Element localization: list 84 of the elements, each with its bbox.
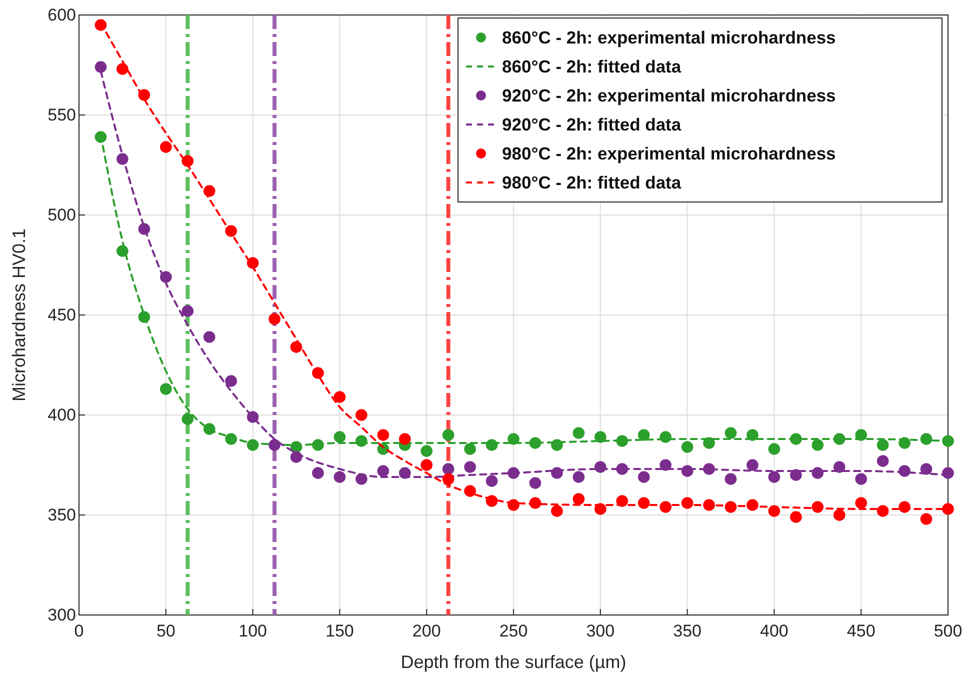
y-tick-label: 300 [48,605,76,624]
y-tick-label: 600 [48,5,76,24]
y-tick-label: 400 [48,405,76,424]
point [94,61,107,73]
point [703,437,715,449]
legend-label: 980°C - 2h: fitted data [502,172,682,192]
point [551,505,563,517]
x-tick-label: 250 [499,622,528,641]
x-tick-label: 0 [74,622,84,641]
point [768,443,780,455]
point [420,445,433,457]
point [876,439,889,451]
x-tick-label: 450 [846,622,876,641]
point [529,477,542,489]
point [268,313,280,325]
x-tick-label: 50 [156,622,176,641]
x-tick-label: 400 [760,622,788,641]
point [855,429,868,441]
point [442,473,454,485]
point [768,471,780,483]
point [334,431,346,443]
x-tick-label: 150 [326,622,354,641]
point [486,475,498,487]
point [116,63,128,75]
legend-label: 920°C - 2h: experimental microhardness [502,86,836,106]
legend-label: 860°C - 2h: experimental microhardness [502,28,836,48]
point [160,141,172,153]
x-tick-label: 350 [673,622,702,641]
point [790,511,802,523]
point [334,391,346,403]
point [746,429,758,441]
point [420,459,433,471]
point [334,471,346,483]
point [812,439,824,451]
point [356,409,368,421]
point [572,493,585,505]
y-tick-label: 350 [48,505,76,524]
point [508,433,520,445]
y-tick-label: 550 [48,105,76,124]
legend-label: 860°C - 2h: fitted data [502,56,682,76]
point [638,471,650,483]
legend-label: 920°C - 2h: fitted data [502,114,682,134]
point [724,427,737,439]
x-tick-label: 200 [412,622,441,641]
point [920,463,932,475]
x-tick-label: 300 [586,622,615,641]
x-tick-label: 500 [934,622,962,641]
legend-label: 980°C - 2h: experimental microhardness [502,144,836,164]
point [377,465,390,477]
point [833,461,846,473]
point [660,459,672,471]
point [681,441,694,453]
point [876,455,889,467]
point [182,305,194,317]
point [464,461,476,473]
point [594,431,606,443]
point [790,469,802,481]
point [724,473,737,485]
y-tick-label: 500 [48,205,76,224]
point [746,459,758,471]
point [442,429,454,441]
point [203,331,216,343]
point [398,433,411,445]
point [312,467,324,479]
point [572,427,585,439]
x-tick-label: 100 [238,622,267,641]
point [638,429,650,441]
point [225,375,237,387]
point [160,383,172,395]
point [942,435,954,447]
point [833,509,846,521]
point [464,443,476,455]
point [442,463,454,475]
y-axis-title: Microhardness HV0.1 [9,228,29,402]
point [920,513,932,525]
point [855,473,868,485]
point [182,413,194,425]
point [572,471,585,483]
x-axis-title: Depth from the surface (µm) [400,652,626,672]
point [268,439,280,451]
point [377,429,390,441]
point [942,503,954,515]
y-tick-label: 450 [48,305,76,324]
point [855,497,868,509]
